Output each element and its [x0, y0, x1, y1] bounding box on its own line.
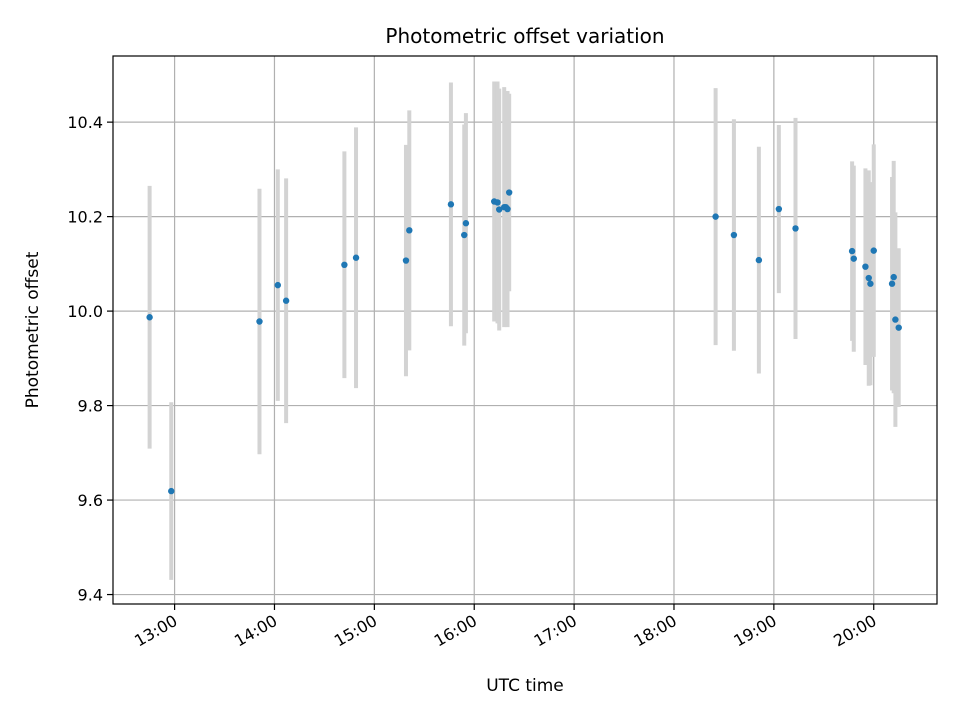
- data-point: [274, 281, 281, 289]
- y-tick-label: 10.0: [67, 302, 103, 321]
- data-point: [848, 247, 856, 255]
- y-tick-label: 9.6: [78, 491, 103, 510]
- data-point: [792, 225, 799, 232]
- data-point: [168, 487, 175, 495]
- data-point: [870, 247, 877, 254]
- chart-title: Photometric offset variation: [385, 24, 664, 48]
- data-point: [352, 254, 360, 261]
- x-axis-label: UTC time: [486, 676, 564, 696]
- data-point: [462, 220, 470, 227]
- data-point: [494, 199, 501, 206]
- data-point: [341, 261, 348, 269]
- data-point: [730, 231, 738, 239]
- data-point: [865, 274, 872, 282]
- grid: [113, 56, 937, 604]
- data-point: [867, 280, 874, 287]
- y-axis-ticks: 9.4 9.6 9.8 10.0 10.2 10.4: [67, 113, 113, 605]
- data-point: [282, 297, 290, 304]
- y-tick-label: 10.4: [67, 113, 103, 132]
- y-tick-label: 10.2: [67, 208, 103, 227]
- y-tick-label: 9.4: [78, 586, 103, 605]
- data-point: [505, 189, 513, 196]
- data-point: [755, 256, 763, 264]
- data-point: [504, 205, 511, 213]
- data-point: [146, 314, 153, 321]
- data-point: [890, 273, 897, 281]
- data-point: [895, 324, 902, 331]
- y-axis-label: Photometric offset: [23, 251, 43, 408]
- data-point: [447, 201, 455, 208]
- data-point: [775, 205, 783, 213]
- plot-frame: [112, 55, 938, 605]
- data-point: [712, 213, 719, 220]
- data-point: [402, 257, 410, 264]
- data-point: [888, 280, 896, 287]
- data-point: [495, 206, 503, 213]
- data-point: [256, 318, 263, 325]
- data-point: [892, 316, 899, 323]
- data-points: [146, 189, 902, 495]
- data-point: [862, 263, 869, 270]
- data-point: [850, 255, 857, 262]
- y-tick-label: 9.8: [78, 397, 103, 416]
- data-point: [406, 227, 413, 234]
- data-point: [461, 231, 468, 239]
